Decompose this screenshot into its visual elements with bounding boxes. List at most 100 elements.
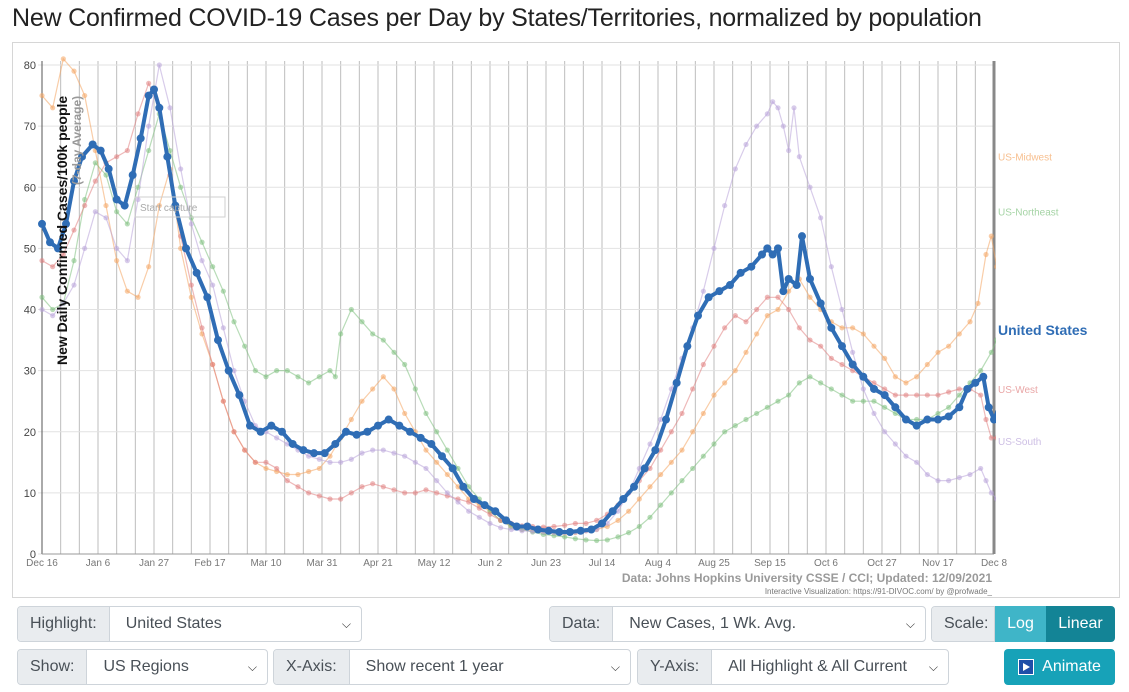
data-point-us-west xyxy=(135,111,141,117)
chevron-down-icon: ⌵ xyxy=(610,659,620,674)
data-point-united-states xyxy=(78,152,86,161)
data-point-us-west xyxy=(892,392,898,398)
data-point-us-west xyxy=(871,380,877,386)
data-point-us-south xyxy=(615,508,621,514)
data-point-us-northeast xyxy=(274,368,280,374)
series-line-us-northeast xyxy=(41,111,996,542)
data-point-us-northeast xyxy=(1010,252,1015,257)
data-point-us-south xyxy=(658,416,664,423)
series-line-us-south xyxy=(41,64,996,534)
scale-linear-button[interactable]: Linear xyxy=(1046,606,1115,642)
x-axis-label: X-Axis: xyxy=(274,650,350,684)
highlight-label: Highlight: xyxy=(18,607,110,641)
data-point-us-northeast xyxy=(988,349,994,355)
data-point-us-northeast xyxy=(658,502,664,508)
data-point-us-south xyxy=(60,300,66,306)
data-point-us-midwest xyxy=(839,325,845,331)
data-point-us-south xyxy=(807,184,813,190)
source-text: Data: Johns Hopkins University CSSE / CC… xyxy=(622,571,992,585)
data-point-united-states xyxy=(1003,367,1011,375)
data-point-united-states xyxy=(640,464,649,473)
data-point-united-states xyxy=(395,421,404,430)
show-select[interactable]: Show: US Regions ⌵ xyxy=(17,649,268,685)
data-point-us-northeast xyxy=(711,441,717,447)
data-point-united-states xyxy=(534,525,542,534)
show-value: US Regions xyxy=(103,658,189,675)
data-point-us-midwest xyxy=(359,398,365,404)
data-point-us-midwest xyxy=(988,233,994,239)
highlight-select[interactable]: Highlight: United States ⌵ xyxy=(17,606,362,642)
data-point-united-states xyxy=(46,238,54,247)
data-point-us-northeast xyxy=(722,429,728,435)
data-point-us-midwest xyxy=(967,319,973,325)
data-point-united-states xyxy=(792,281,801,290)
data-point-us-south xyxy=(50,313,56,319)
data-point-united-states xyxy=(880,391,889,400)
data-point-united-states xyxy=(923,415,932,424)
data-point-us-south xyxy=(103,215,109,221)
data-point-us-northeast xyxy=(743,416,749,423)
data-point-us-northeast xyxy=(348,306,354,313)
data-point-us-south xyxy=(146,123,152,129)
data-point-united-states xyxy=(70,177,78,186)
data-point-us-midwest xyxy=(690,429,696,435)
x-tick-label: Mar 31 xyxy=(306,558,338,569)
scale-log-button[interactable]: Log xyxy=(995,606,1046,642)
data-point-us-northeast xyxy=(860,398,866,404)
data-point-us-south xyxy=(700,288,706,294)
data-point-us-northeast xyxy=(615,534,621,540)
data-point-us-northeast xyxy=(455,465,461,472)
data-point-united-states xyxy=(62,219,70,228)
data-point-us-south xyxy=(924,471,930,478)
data-point-us-south xyxy=(764,111,770,117)
data-point-us-northeast xyxy=(882,404,888,410)
data-point-united-states xyxy=(192,268,201,277)
data-point-us-midwest xyxy=(295,471,301,478)
data-point-us-midwest xyxy=(71,68,77,74)
data-point-us-midwest xyxy=(434,459,440,465)
data-point-us-midwest xyxy=(700,410,706,417)
data-point-us-west xyxy=(124,147,130,154)
data-point-united-states xyxy=(299,446,308,455)
data-point-us-west xyxy=(380,484,386,490)
data-point-us-midwest xyxy=(284,471,290,478)
data-point-us-northeast xyxy=(775,398,781,404)
animate-button[interactable]: Animate xyxy=(1004,649,1115,685)
y-tick-label: 30 xyxy=(24,366,36,378)
data-point-us-south xyxy=(284,441,290,447)
data-point-us-midwest xyxy=(975,300,981,306)
data-point-us-midwest xyxy=(935,349,941,355)
x-axis-select[interactable]: X-Axis: Show recent 1 year ⌵ xyxy=(273,649,631,685)
data-point-us-south xyxy=(983,478,989,484)
data-point-us-northeast xyxy=(1015,234,1020,239)
data-point-us-midwest xyxy=(871,343,877,349)
data-point-united-states xyxy=(902,415,910,424)
page-title: New Confirmed COVID-19 Cases per Day by … xyxy=(12,4,982,32)
data-point-us-west xyxy=(839,361,845,368)
data-point-us-west xyxy=(348,490,354,496)
data-point-us-south xyxy=(402,453,408,459)
data-point-united-states xyxy=(267,421,276,430)
data-point-us-south xyxy=(135,196,141,203)
data-point-us-midwest xyxy=(732,368,738,374)
data-point-us-west xyxy=(210,361,216,368)
data-point-us-west xyxy=(935,392,941,398)
data-point-us-west xyxy=(370,481,376,487)
data-point-us-south xyxy=(999,478,1004,483)
y-axis-select[interactable]: Y-Axis: All Highlight & All Current ⌵ xyxy=(637,649,949,685)
data-point-united-states xyxy=(747,262,756,271)
y-tick-label: 40 xyxy=(24,305,36,317)
x-tick-label: Oct 27 xyxy=(867,558,897,569)
data-point-us-south xyxy=(220,325,226,331)
data-point-us-west xyxy=(647,465,653,472)
data-point-united-states xyxy=(427,439,436,448)
data-point-us-south xyxy=(914,459,920,465)
data-point-us-south xyxy=(178,166,184,172)
data-point-us-south xyxy=(791,105,797,111)
data-point-us-midwest xyxy=(402,410,408,417)
data-point-us-northeast xyxy=(604,537,610,543)
data-select[interactable]: Data: New Cases, 1 Wk. Avg. ⌵ xyxy=(549,606,926,642)
data-point-us-northeast xyxy=(994,337,996,343)
data-point-us-northeast xyxy=(210,264,216,270)
data-point-us-northeast xyxy=(562,534,568,540)
